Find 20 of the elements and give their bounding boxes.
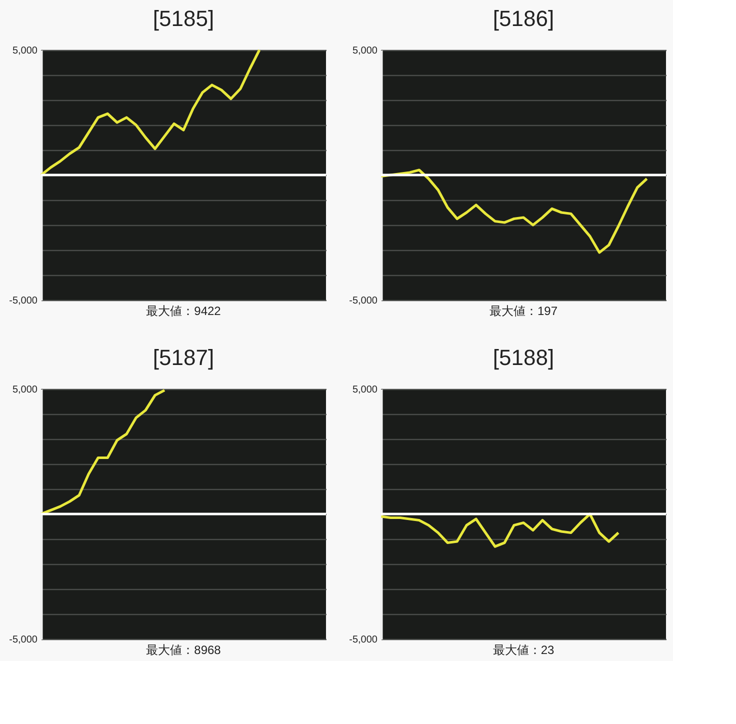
y-tick-label: 5,000 xyxy=(12,384,38,396)
y-tick-label: -5,000 xyxy=(9,296,38,306)
text: 最大値：197 xyxy=(489,304,558,318)
text: 最大値：23 xyxy=(492,643,554,657)
line-series xyxy=(380,512,620,548)
chart-title: [5188] xyxy=(492,345,554,370)
chart-title: [5185] xyxy=(152,6,214,31)
chart-title: [5187] xyxy=(152,345,214,370)
y-tick-label: -5,000 xyxy=(9,634,38,646)
y-tick-label: 5,000 xyxy=(352,384,378,396)
line-series xyxy=(40,388,166,516)
text: 最大値：9422 xyxy=(146,304,222,318)
y-tick-label: -5,000 xyxy=(349,634,378,646)
line-series xyxy=(40,48,261,176)
chart-title: [5186] xyxy=(492,6,554,31)
y-tick-label: 5,000 xyxy=(352,46,378,56)
y-tick-label: 5,000 xyxy=(12,46,38,56)
text: 最大値：8968 xyxy=(146,643,222,657)
y-tick-label: -5,000 xyxy=(349,296,378,306)
line-series xyxy=(380,168,648,254)
